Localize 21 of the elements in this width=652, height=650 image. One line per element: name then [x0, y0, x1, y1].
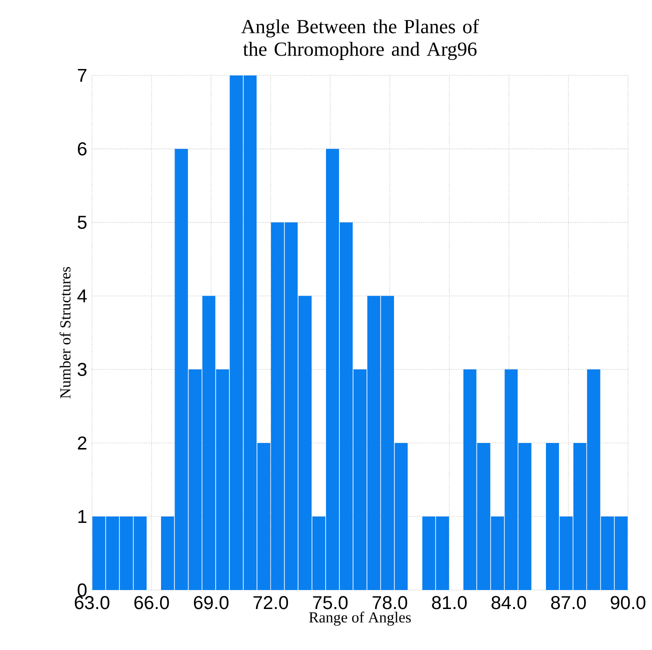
x-tick-label: 72.0	[254, 596, 288, 610]
y-axis-title: Number of Structures	[60, 267, 71, 398]
y-tick-label: 0	[78, 583, 87, 597]
y-tick-label: 1	[78, 510, 86, 523]
y-tick-label: 2	[78, 436, 86, 450]
x-axis-title: Range of Angles	[309, 612, 411, 626]
y-tick-label: 6	[78, 142, 86, 156]
x-tick-label: 90.0	[610, 596, 646, 610]
y-tick-label: 3	[78, 362, 86, 376]
y-tick-label: 4	[77, 290, 87, 302]
x-tick-label: 87.0	[551, 596, 586, 610]
x-tick-label: 69.0	[194, 596, 228, 610]
x-tick-label: 63.0	[74, 596, 110, 610]
y-tick-label: 5	[78, 216, 87, 229]
chart-title: Angle Between the Planes of the Chromophore and Arg96	[241, 19, 479, 60]
x-tick-label: 78.0	[372, 596, 408, 610]
x-tick-label: 66.0	[134, 596, 169, 610]
x-tick-label: 84.0	[492, 596, 526, 610]
y-tick-label: 7	[78, 68, 86, 82]
x-tick-label: 81.0	[432, 596, 467, 610]
x-tick-label: 75.0	[313, 596, 348, 610]
